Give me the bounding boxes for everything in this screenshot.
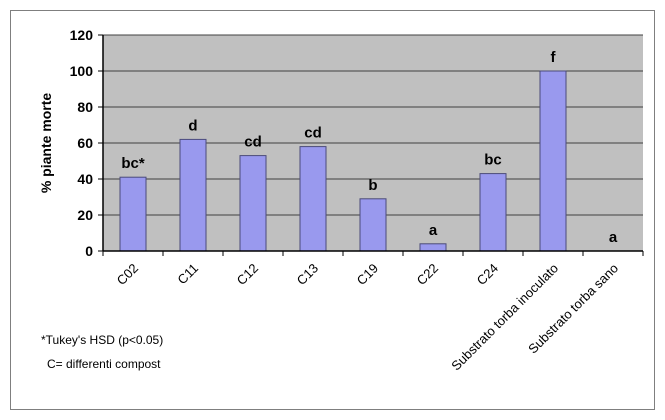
footnote-compost: C= differenti compost	[47, 357, 161, 371]
bar	[419, 243, 447, 252]
bar-letter-label: cd	[304, 125, 322, 142]
bar-letter-label: a	[609, 229, 618, 246]
bar	[539, 70, 567, 252]
x-tick-label: C13	[294, 261, 321, 288]
y-tick-label: 120	[70, 27, 94, 43]
y-axis-label: % piante morte	[38, 93, 54, 194]
bar-letter-labels: bc* d cd cd b a bc f a	[121, 49, 618, 246]
y-tick-label: 100	[70, 63, 94, 79]
y-tick-label: 40	[77, 171, 93, 187]
bar	[239, 155, 267, 252]
x-tick-label: C12	[234, 261, 261, 288]
x-tick-label: C22	[414, 261, 441, 288]
y-tick-label: 60	[77, 135, 93, 151]
y-tick-label: 20	[77, 207, 93, 223]
chart-frame: 0 20 40 60 80 100 120 bc* d cd cd b a bc f a C02 C11 C12…	[10, 10, 655, 410]
bars	[119, 70, 567, 252]
bar-letter-label: d	[188, 117, 197, 134]
bar	[179, 138, 207, 252]
bar	[359, 198, 387, 252]
x-tick-label: C11	[174, 261, 201, 288]
bar-chart: 0 20 40 60 80 100 120 bc* d cd cd b a bc f a C02 C11 C12…	[38, 27, 644, 374]
bar	[299, 146, 327, 252]
x-tick-label: C19	[354, 261, 381, 288]
bar-letter-label: cd	[244, 134, 262, 151]
bar	[119, 176, 147, 252]
footnote-tukey: *Tukey's HSD (p<0.05)	[41, 333, 164, 347]
y-axis-ticks: 0 20 40 60 80 100 120	[70, 27, 103, 259]
bar-letter-label: f	[551, 49, 557, 66]
x-tick-label: C24	[474, 261, 501, 288]
y-tick-label: 80	[77, 99, 93, 115]
y-tick-label: 0	[85, 243, 93, 259]
bar-letter-label: bc	[484, 152, 502, 169]
x-tick-label: C02	[114, 261, 141, 288]
bar	[479, 173, 507, 252]
bar-letter-label: b	[368, 177, 377, 194]
x-tick-label: Substrato torba inoculato	[448, 261, 561, 374]
bar-letter-label: a	[429, 222, 438, 239]
bar-letter-label: bc*	[121, 155, 145, 172]
